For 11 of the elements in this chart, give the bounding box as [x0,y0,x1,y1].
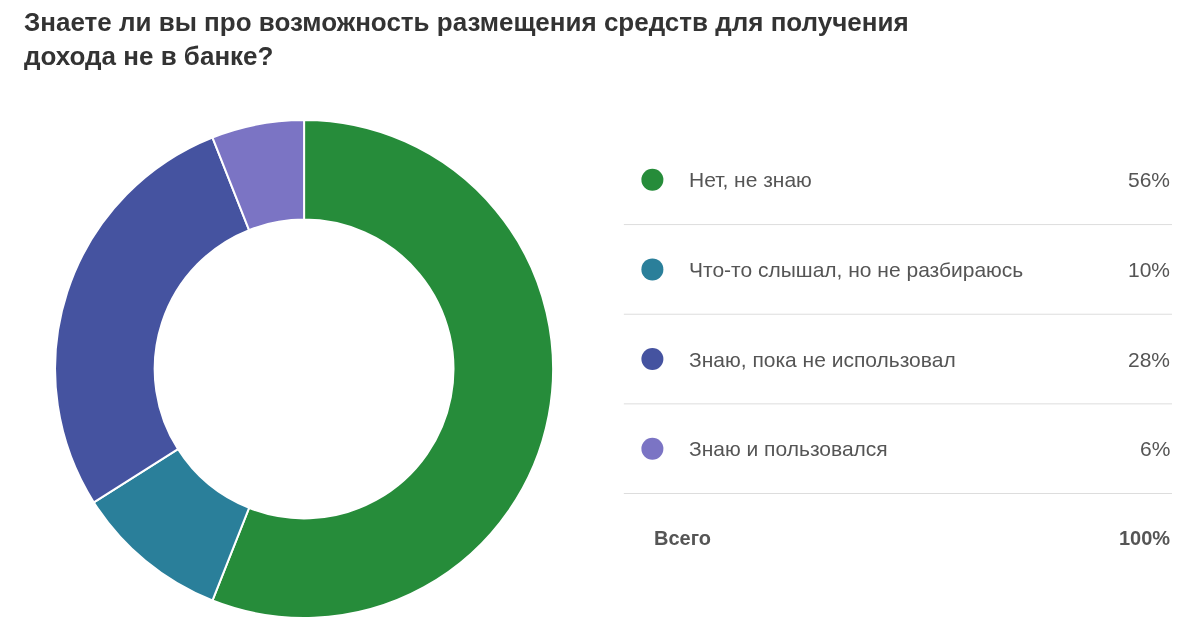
text: 100% [1119,527,1171,549]
data-label: 6% [1140,437,1171,460]
data-label: 56% [1128,168,1171,191]
legend-label: Знаю и пользовался [689,437,888,460]
legend-label: Что-то слышал, но не разбираюсь [689,258,1024,281]
chart-title: Знаете ли вы про возможность размещения средств для получения дохода не в банке? [24,7,909,72]
legend-label: Знаю, пока не использовал [689,348,956,371]
data-label: 10% [1128,258,1171,281]
data-label: 28% [1128,348,1171,371]
text: Всего [654,527,711,549]
legend-label: Нет, не знаю [689,168,812,191]
